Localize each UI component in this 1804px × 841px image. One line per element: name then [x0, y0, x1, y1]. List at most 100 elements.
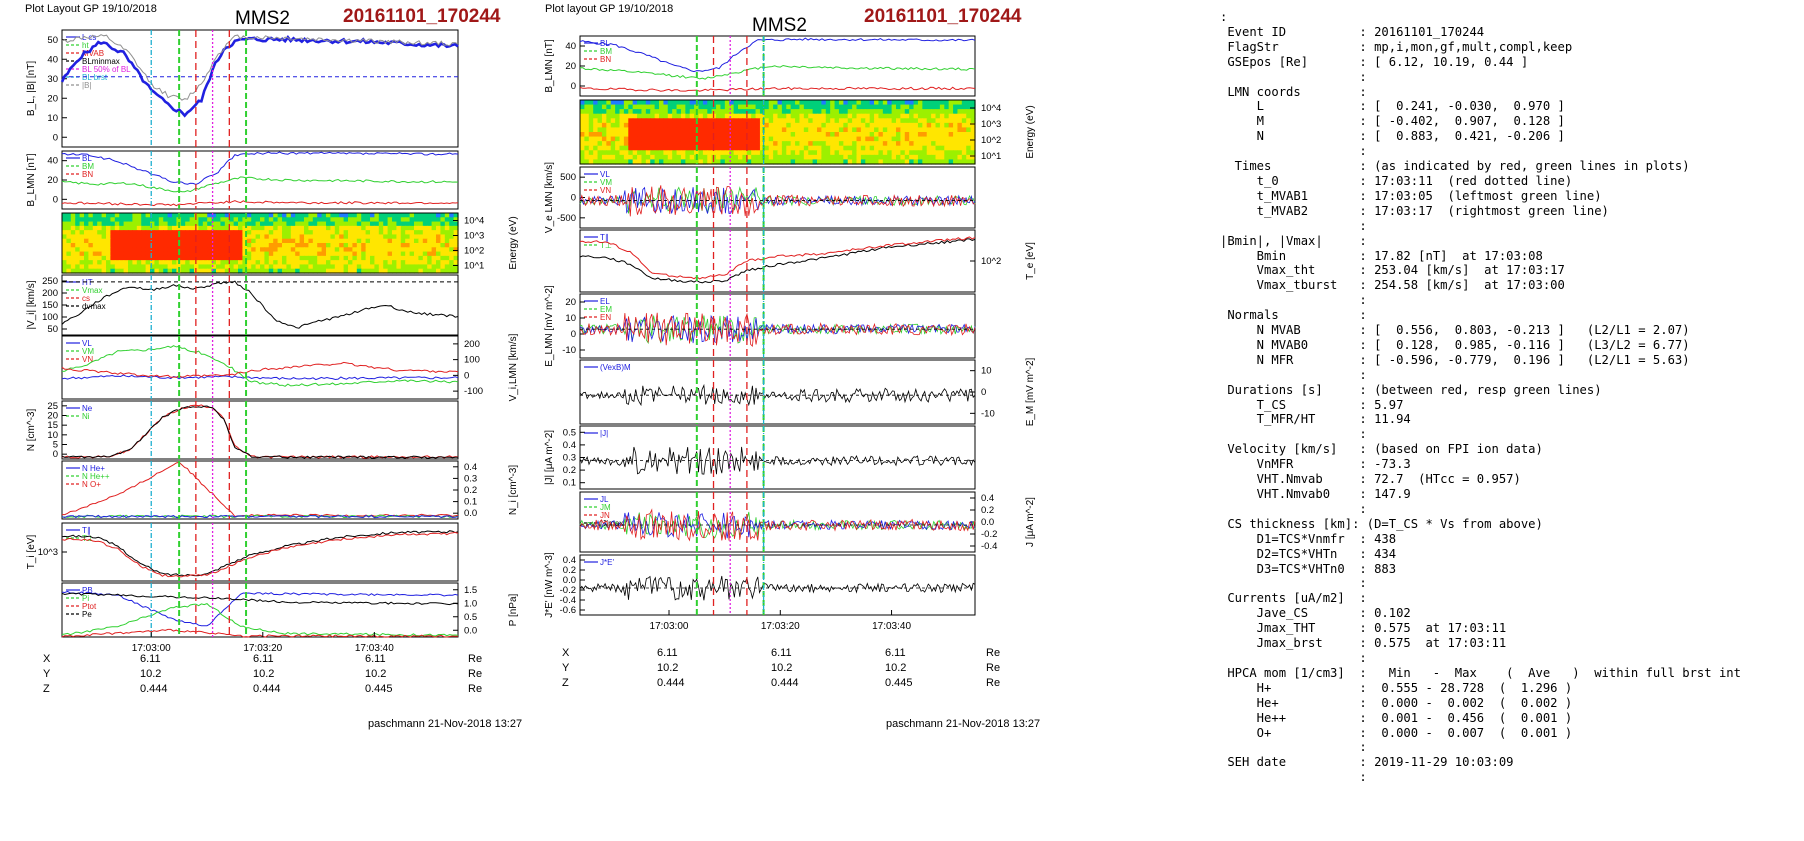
- spectrogram-cell: [365, 264, 371, 270]
- spectrogram-cell: [277, 247, 283, 253]
- spectrogram-cell: [966, 100, 972, 106]
- spectrogram-cell: [97, 247, 103, 253]
- info-line: VnMFR : -73.3: [1220, 457, 1411, 472]
- spectrogram-cell: [887, 104, 893, 110]
- series-line: [62, 461, 459, 518]
- spectrogram-cell: [75, 213, 81, 218]
- spectrogram-cell: [238, 238, 243, 244]
- spectrogram-cell: [453, 225, 459, 231]
- spectrogram-cell: [251, 247, 257, 253]
- spectrogram-cell: [619, 122, 625, 129]
- spectrogram-cell: [370, 238, 375, 244]
- spectrogram-cell: [114, 221, 120, 227]
- spectrogram-cell: [141, 260, 147, 266]
- spectrogram-cell: [944, 109, 950, 115]
- noise-series: [579, 508, 976, 542]
- spectrogram-cell: [641, 159, 647, 165]
- spectrogram-cell: [436, 217, 441, 223]
- spectrogram-cell: [698, 150, 704, 156]
- spectrogram-cell: [795, 109, 801, 115]
- y-tick-label: 0.4: [464, 462, 477, 473]
- spectrogram-cell: [202, 264, 208, 270]
- spectrogram-cell: [724, 104, 730, 110]
- spectrogram-cell: [751, 159, 757, 165]
- spectrogram-cell: [803, 109, 809, 115]
- spectrogram-cell: [365, 243, 371, 248]
- spectrogram-cell: [786, 100, 792, 106]
- spectrogram-cell: [365, 255, 371, 261]
- spectrogram-cell: [852, 122, 858, 129]
- spectrogram-cell: [667, 122, 673, 129]
- spectrogram-cell: [220, 238, 226, 244]
- spectrogram-cell: [304, 234, 309, 240]
- spectrogram-cell: [352, 225, 358, 231]
- spectrogram-cell: [610, 150, 616, 156]
- spectrogram-cell: [282, 230, 287, 236]
- spectrogram-cell: [414, 225, 419, 231]
- spectrogram-cell: [707, 127, 713, 133]
- spectrogram-cell: [185, 221, 191, 227]
- spectrogram-cell: [304, 260, 309, 266]
- panel-frame: [61, 150, 459, 210]
- spectrogram-cell: [75, 217, 81, 223]
- spectrogram-cell: [926, 159, 932, 165]
- spectrogram-cell: [229, 247, 235, 253]
- spectrogram-cell: [838, 104, 844, 110]
- spectrogram-cell: [900, 127, 906, 133]
- spectrogram-cell: [597, 141, 603, 147]
- spectrogram-cell: [738, 100, 743, 106]
- spectrogram-cell: [663, 141, 669, 147]
- info-line: Vmax_tht : 253.04 [km/s] at 17:03:17: [1220, 263, 1565, 278]
- spectrogram-cell: [759, 118, 765, 124]
- spectrogram-cell: [860, 104, 866, 110]
- spectrogram-cell: [939, 159, 945, 165]
- spectrogram-cell: [198, 225, 204, 231]
- spectrogram-cell: [207, 238, 213, 244]
- spectrogram-cell: [268, 221, 274, 227]
- spectrogram-cell: [414, 255, 419, 261]
- spectrogram-cell: [720, 154, 726, 161]
- spectrogram-cell: [75, 221, 81, 227]
- spectrogram-cell: [106, 213, 111, 218]
- spectrogram-cell: [141, 221, 147, 227]
- spectrogram-cell: [623, 113, 629, 119]
- spectrogram-cell: [150, 247, 155, 253]
- spectrogram-cell: [786, 141, 792, 147]
- spectrogram-cell: [251, 238, 257, 244]
- spectrogram-cell: [887, 145, 893, 151]
- spectrogram-cell: [264, 247, 270, 253]
- y-tick-label: 50: [47, 324, 58, 335]
- spectrogram-cell: [92, 213, 98, 218]
- spectrogram-cell: [167, 221, 173, 227]
- spectrogram-cell: [773, 109, 779, 115]
- info-line: Normals :: [1220, 308, 1367, 323]
- spectrogram-cell: [650, 150, 656, 156]
- spectrogram-cell: [786, 118, 792, 124]
- spectrogram-cell: [233, 221, 239, 227]
- spectrogram-cell: [273, 247, 279, 253]
- spectrogram-cell: [882, 109, 888, 115]
- spectrogram-cell: [260, 264, 265, 270]
- coord-unit: Re: [986, 677, 1001, 689]
- spectrogram-cell: [233, 225, 239, 231]
- spectrogram-cell: [260, 225, 265, 231]
- spectrogram-cell: [874, 109, 880, 115]
- spectrogram-cell: [874, 150, 880, 156]
- spectrogram-cell: [361, 247, 367, 253]
- y-tick-label: 20: [565, 61, 576, 72]
- spectrogram-cell: [145, 243, 151, 248]
- spectrogram-cell: [365, 238, 371, 244]
- spectrogram-cell: [145, 264, 151, 270]
- spectrogram-cell: [632, 154, 638, 161]
- spectrogram-cell: [356, 221, 362, 227]
- legend-label: Ptot: [82, 602, 97, 611]
- spectrogram-cell: [869, 118, 875, 124]
- spectrogram-cell: [317, 225, 323, 231]
- spectrogram-cell: [689, 145, 695, 151]
- spectrogram-cell: [84, 268, 89, 274]
- spectrogram-cell: [339, 213, 345, 218]
- spectrogram-cell: [834, 113, 840, 119]
- spectrogram-cell: [667, 109, 673, 115]
- spectrogram-cell: [654, 150, 660, 156]
- spectrogram-cell: [852, 109, 858, 115]
